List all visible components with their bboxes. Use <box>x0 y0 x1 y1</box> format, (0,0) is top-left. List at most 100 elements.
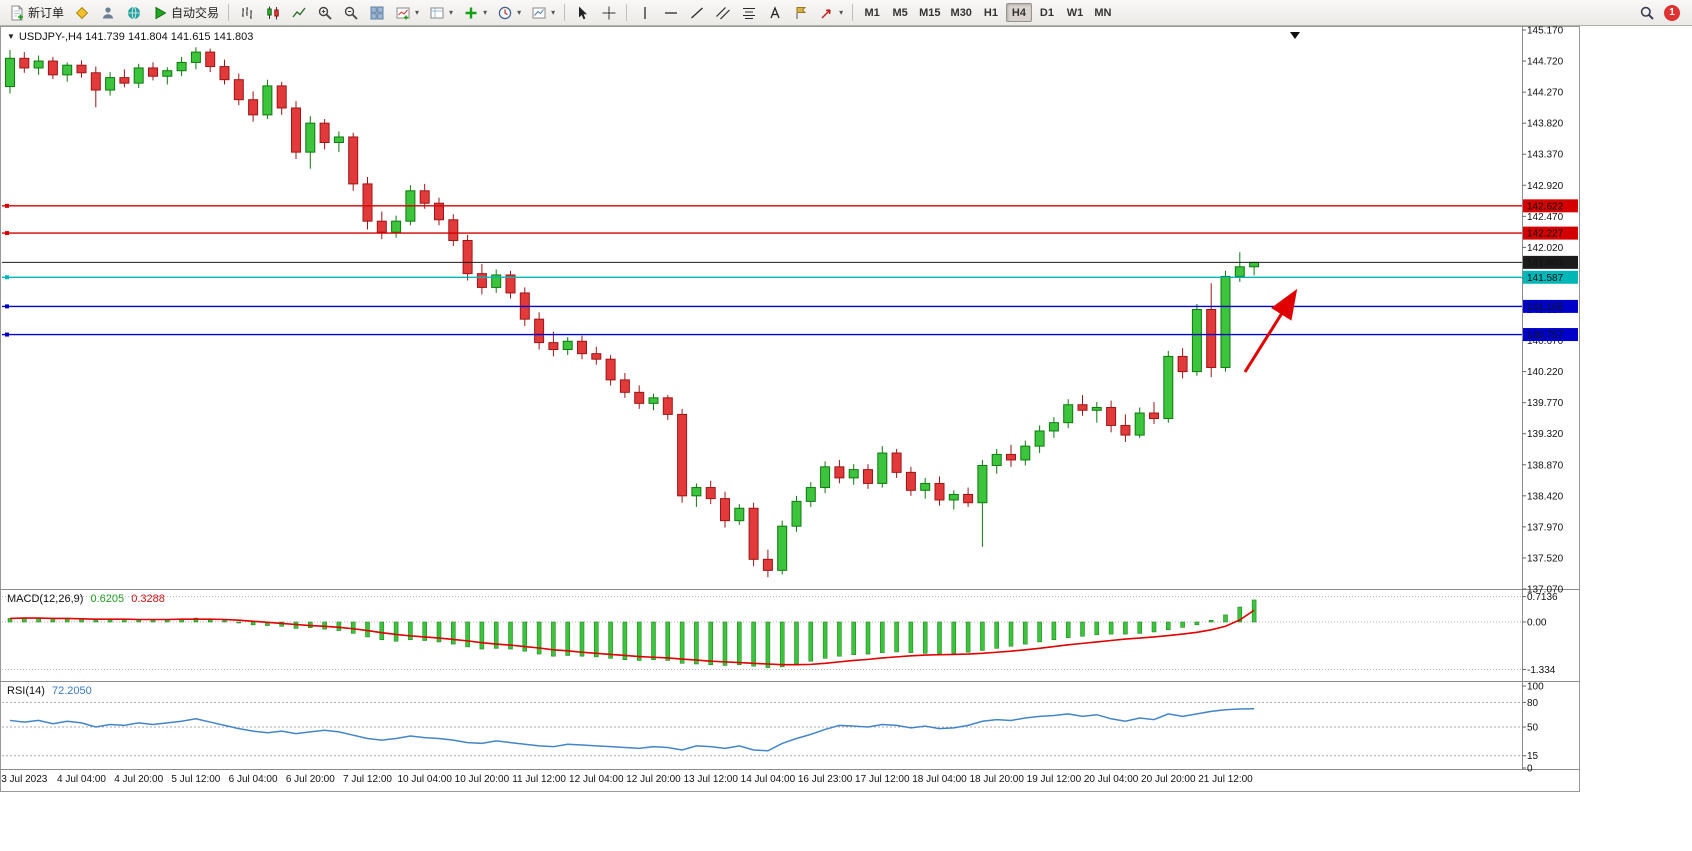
timeframe-m30-button[interactable]: M30 <box>947 3 976 22</box>
svg-text:140.670: 140.670 <box>1527 336 1564 347</box>
svg-text:141.165: 141.165 <box>1527 302 1564 313</box>
horizontal-line-tool-button[interactable] <box>658 2 683 24</box>
template-icon <box>530 4 547 21</box>
svg-text:142.020: 142.020 <box>1527 243 1564 254</box>
arrow-icon <box>818 4 835 21</box>
timeframe-m15-button[interactable]: M15 <box>915 3 944 22</box>
svg-text:141.587: 141.587 <box>1527 273 1564 284</box>
channel-tool-button[interactable] <box>710 2 735 24</box>
cursor-icon <box>574 4 591 21</box>
play-icon <box>151 4 168 21</box>
fibonacci-tool-button[interactable] <box>736 2 761 24</box>
chevron-down-icon: ▾ <box>839 7 844 17</box>
timeframe-toolbar: M1 M5 M15 M30 H1 H4 D1 W1 MN <box>858 3 1117 22</box>
templates-button[interactable]: ▾ <box>526 2 559 24</box>
chevron-down-icon: ▾ <box>449 7 454 17</box>
profiles-button[interactable]: ▾ <box>424 2 457 24</box>
svg-text:100: 100 <box>1527 682 1544 693</box>
vertical-line-tool-button[interactable] <box>632 2 657 24</box>
svg-text:139.320: 139.320 <box>1527 429 1564 440</box>
chart-frame <box>0 26 1580 792</box>
timeframe-h1-button[interactable]: H1 <box>978 3 1004 22</box>
svg-text:50: 50 <box>1527 723 1539 734</box>
cursor-tool-button[interactable] <box>570 2 595 24</box>
candlestick-icon <box>264 4 281 21</box>
svg-text:21 Jul 12:00: 21 Jul 12:00 <box>1198 774 1253 785</box>
svg-text:-1.334: -1.334 <box>1527 665 1556 676</box>
svg-text:15: 15 <box>1527 751 1539 762</box>
new-order-label: 新订单 <box>28 6 65 20</box>
horizontal-line-icon <box>662 4 679 21</box>
trend-arrow-annotation[interactable] <box>1243 32 1300 373</box>
profiles-icon <box>428 4 445 21</box>
zoom-out-button[interactable] <box>338 2 363 24</box>
community-button[interactable] <box>121 2 146 24</box>
svg-text:140.220: 140.220 <box>1527 367 1564 378</box>
time-axis[interactable]: 3 Jul 2023 4 Jul 04:00 4 Jul 20:00 5 Jul 12… <box>1 774 1253 785</box>
trendline-tool-button[interactable] <box>684 2 709 24</box>
svg-text:3 Jul 2023: 3 Jul 2023 <box>1 774 48 785</box>
price-badge-141.587 <box>1523 270 1578 284</box>
mql-editor-button[interactable] <box>69 2 94 24</box>
svg-text:10 Jul 20:00: 10 Jul 20:00 <box>455 774 510 785</box>
svg-text:144.270: 144.270 <box>1527 88 1564 99</box>
svg-text:142.622: 142.622 <box>1527 201 1564 212</box>
chevron-down-icon: ▾ <box>551 7 556 17</box>
candlestick-chart-button[interactable] <box>260 2 285 24</box>
indicators-button[interactable]: ▾ <box>458 2 491 24</box>
timeframe-m5-button[interactable]: M5 <box>887 3 913 22</box>
price-axis[interactable]: 145.170 144.720 144.270 143.820 143.370 142.9… <box>1522 26 1578 596</box>
svg-text:20 Jul 04:00: 20 Jul 04:00 <box>1084 774 1139 785</box>
svg-text:18 Jul 04:00: 18 Jul 04:00 <box>912 774 967 785</box>
timeframe-mn-button[interactable]: MN <box>1090 3 1116 22</box>
line-chart-button[interactable] <box>286 2 311 24</box>
svg-text:145.170: 145.170 <box>1527 26 1564 37</box>
svg-text:140.757: 140.757 <box>1527 330 1564 341</box>
autotrading-button[interactable]: 自动交易 <box>147 2 223 24</box>
svg-text:141.803: 141.803 <box>1527 258 1564 269</box>
timeframe-m1-button[interactable]: M1 <box>859 3 885 22</box>
chart-window[interactable]: 0.7136 0.00 -1.334 100 80 50 15 0 145.170 144.7… <box>0 26 1580 792</box>
indicator-plus-icon <box>462 4 479 21</box>
svg-text:10 Jul 04:00: 10 Jul 04:00 <box>397 774 452 785</box>
svg-text:142.227: 142.227 <box>1527 229 1564 240</box>
toolbar-separator <box>626 4 628 21</box>
svg-text:5 Jul 12:00: 5 Jul 12:00 <box>171 774 220 785</box>
crosshair-tool-button[interactable] <box>596 2 621 24</box>
svg-text:142.920: 142.920 <box>1527 181 1564 192</box>
horizontal-level-lines[interactable] <box>2 203 1522 337</box>
zoom-out-icon <box>342 4 359 21</box>
zoom-in-button[interactable] <box>312 2 337 24</box>
text-tool-button[interactable] <box>762 2 787 24</box>
profile-button[interactable] <box>95 2 120 24</box>
svg-text:7 Jul 12:00: 7 Jul 12:00 <box>343 774 392 785</box>
label-tool-button[interactable] <box>788 2 813 24</box>
line-chart-icon <box>290 4 307 21</box>
svg-text:4 Jul 20:00: 4 Jul 20:00 <box>114 774 163 785</box>
chart-canvas[interactable]: 0.7136 0.00 -1.334 100 80 50 15 0 145.170 144.7… <box>0 26 1580 792</box>
price-badge-141.803 <box>1523 255 1578 269</box>
search-button[interactable] <box>1634 2 1659 24</box>
timeframe-h4-button[interactable]: H4 <box>1005 3 1032 22</box>
timeframe-d1-button[interactable]: D1 <box>1034 3 1060 22</box>
notification-badge[interactable]: 1 <box>1664 4 1680 21</box>
price-badge-141.165 <box>1523 299 1578 313</box>
tile-windows-icon <box>368 4 385 21</box>
svg-text:80: 80 <box>1527 698 1539 709</box>
trendline-icon <box>688 4 705 21</box>
timeframe-w1-button[interactable]: W1 <box>1062 3 1088 22</box>
new-chart-button[interactable]: ▾ <box>390 2 423 24</box>
clock-icon <box>496 4 513 21</box>
tile-windows-button[interactable] <box>364 2 389 24</box>
main-toolbar: 新订单 自动交易 ▾ ▾ ▾ ▾ ▾ ▾ M1 M5 M15 M30 H1 H4 D1 W1 M… <box>0 0 1692 26</box>
svg-text:12 Jul 20:00: 12 Jul 20:00 <box>626 774 681 785</box>
svg-text:143.820: 143.820 <box>1527 119 1564 130</box>
chart-shift-marker <box>1290 32 1300 39</box>
macd-indicator: 0.7136 0.00 -1.334 <box>2 592 1558 676</box>
new-order-button[interactable]: 新订单 <box>4 2 68 24</box>
svg-text:11 Jul 12:00: 11 Jul 12:00 <box>512 774 566 785</box>
arrows-tool-button[interactable]: ▾ <box>814 2 847 24</box>
periods-button[interactable]: ▾ <box>492 2 525 24</box>
bar-chart-button[interactable] <box>234 2 259 24</box>
collapse-arrow-icon[interactable]: ▼ <box>7 32 15 41</box>
